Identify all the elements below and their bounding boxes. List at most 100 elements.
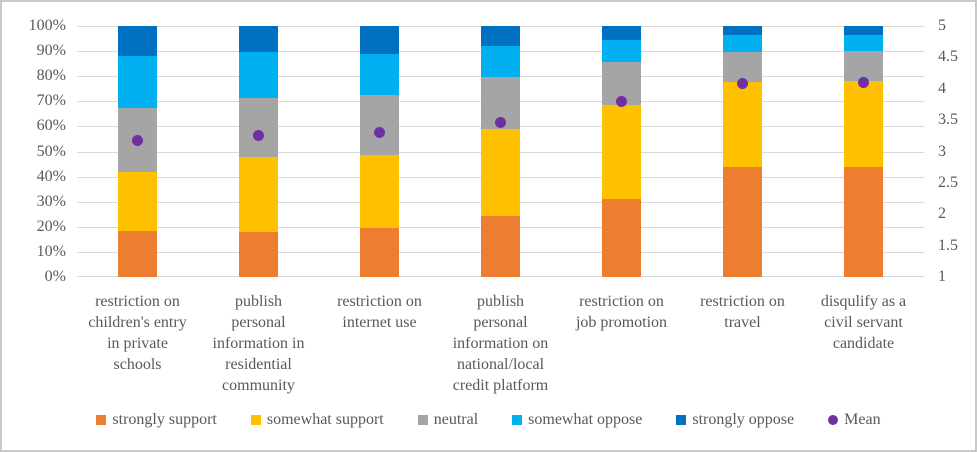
bar-segment-strongly-oppose (844, 26, 883, 35)
primary-axis-tick-label: 80% (36, 67, 66, 85)
mean-point (132, 135, 143, 147)
bar-segment-somewhat-oppose (844, 34, 883, 52)
stacked-bar (118, 26, 157, 277)
bar-segment-strongly-oppose (118, 26, 157, 57)
bar-segment-strongly-oppose (723, 26, 762, 35)
category-label-line: restriction on (700, 293, 785, 310)
secondary-axis-tick-label: 5 (938, 17, 946, 34)
bar-segment-somewhat-support (602, 105, 641, 200)
mean-point (737, 78, 748, 90)
legend-item: somewhat oppose (512, 411, 642, 429)
category-label-line: schools (113, 356, 162, 373)
primary-axis-tick-label: 40% (36, 167, 66, 185)
bar-segment-strongly-support (844, 166, 883, 277)
category-label-line: publish (476, 293, 525, 310)
legend-label: strongly oppose (692, 411, 795, 428)
bar-segment-somewhat-support (723, 82, 762, 167)
category-label-line: disqulify as a (820, 293, 907, 310)
mean-point (253, 129, 264, 141)
bar-segment-somewhat-oppose (481, 46, 520, 78)
bar-segment-somewhat-support (844, 81, 883, 167)
mean-point (495, 116, 506, 128)
bar-segment-neutral (360, 95, 399, 156)
legend-item: strongly oppose (676, 411, 794, 429)
chart-legend: strongly support somewhat support neutral s… (2, 411, 975, 429)
bar-segment-neutral (844, 51, 883, 82)
mean-point (374, 127, 385, 139)
secondary-axis-tick-label: 3 (938, 142, 946, 160)
stacked-bar (602, 26, 641, 277)
legend-item: Mean (828, 411, 881, 429)
bar-column (682, 26, 803, 277)
stacked-bar (239, 26, 278, 277)
category-label-line: candidate (832, 335, 895, 352)
legend-item: somewhat support (250, 411, 384, 429)
plot-area (77, 26, 924, 277)
secondary-axis-tick-label: 2 (938, 205, 946, 223)
category-label: restriction on travel (682, 291, 803, 333)
bar-segment-somewhat-oppose (360, 53, 399, 96)
bar-column (803, 26, 924, 277)
legend-swatch-icon (676, 415, 687, 425)
bar-segment-strongly-support (118, 230, 157, 277)
category-label-line: publish (234, 293, 283, 310)
primary-axis-tick-label: 90% (36, 42, 66, 60)
legend-label: neutral (433, 411, 479, 428)
mean-point (858, 76, 869, 88)
category-label: publish personal information in residential… (198, 291, 319, 396)
bar-segment-somewhat-oppose (723, 34, 762, 53)
bar-segment-somewhat-oppose (602, 39, 641, 63)
category-label-line: information in (212, 335, 305, 352)
legend-swatch-icon (250, 415, 261, 425)
bar-segment-strongly-support (481, 215, 520, 277)
bar-segment-strongly-oppose (239, 26, 278, 53)
primary-axis-tick-label: 0% (44, 268, 66, 285)
category-label-line: personal (231, 314, 286, 331)
secondary-axis-tick-label: 4.5 (938, 48, 958, 66)
category-label: restriction on children's entry in private… (77, 291, 198, 375)
bar-segment-strongly-oppose (602, 26, 641, 40)
bar-column (561, 26, 682, 277)
bar-segment-somewhat-oppose (118, 56, 157, 108)
legend-swatch-icon (417, 415, 428, 425)
secondary-axis-tick-label: 4 (938, 79, 946, 97)
bar-segment-somewhat-support (360, 155, 399, 229)
category-label-line: personal (473, 314, 528, 331)
stacked-bar (360, 26, 399, 277)
category-label-line: credit platform (452, 377, 549, 394)
stacked-bar (481, 26, 520, 277)
bar-segment-somewhat-oppose (239, 52, 278, 98)
category-axis: restriction on children's entry in private… (77, 291, 924, 406)
mean-point (616, 96, 627, 108)
category-label-line: national/local (456, 356, 545, 373)
bar-segment-strongly-oppose (360, 26, 399, 54)
category-label-line: community (222, 377, 295, 394)
bar-segment-somewhat-support (118, 171, 157, 231)
primary-axis-tick-label: 30% (36, 192, 66, 210)
category-label: restriction on internet use (319, 291, 440, 333)
category-label-line: children's entry (88, 314, 187, 331)
bar-segment-strongly-oppose (481, 26, 520, 47)
primary-axis-tick-label: 70% (36, 92, 66, 110)
category-label-line: information on (452, 335, 549, 352)
primary-axis-tick-label: 20% (36, 217, 66, 235)
bar-segment-somewhat-support (239, 156, 278, 232)
legend-label: Mean (844, 411, 881, 428)
bar-column (198, 26, 319, 277)
secondary-axis-tick-label: 1.5 (938, 236, 958, 254)
category-label-line: restriction on (579, 293, 664, 310)
bar-column (440, 26, 561, 277)
secondary-axis-tick-label: 2.5 (938, 173, 958, 191)
category-label-line: travel (724, 314, 761, 331)
category-label-line: internet use (342, 314, 417, 331)
legend-item: strongly support (96, 411, 217, 429)
bar-segment-strongly-support (723, 166, 762, 277)
legend-mean-marker-icon (828, 415, 839, 425)
category-label-line: job promotion (575, 314, 668, 331)
category-label-line: in private (107, 335, 168, 352)
primary-axis-tick-label: 100% (28, 17, 66, 34)
bar-column (319, 26, 440, 277)
legend-label: somewhat support (266, 411, 384, 428)
primary-axis-tick-label: 10% (36, 242, 66, 260)
